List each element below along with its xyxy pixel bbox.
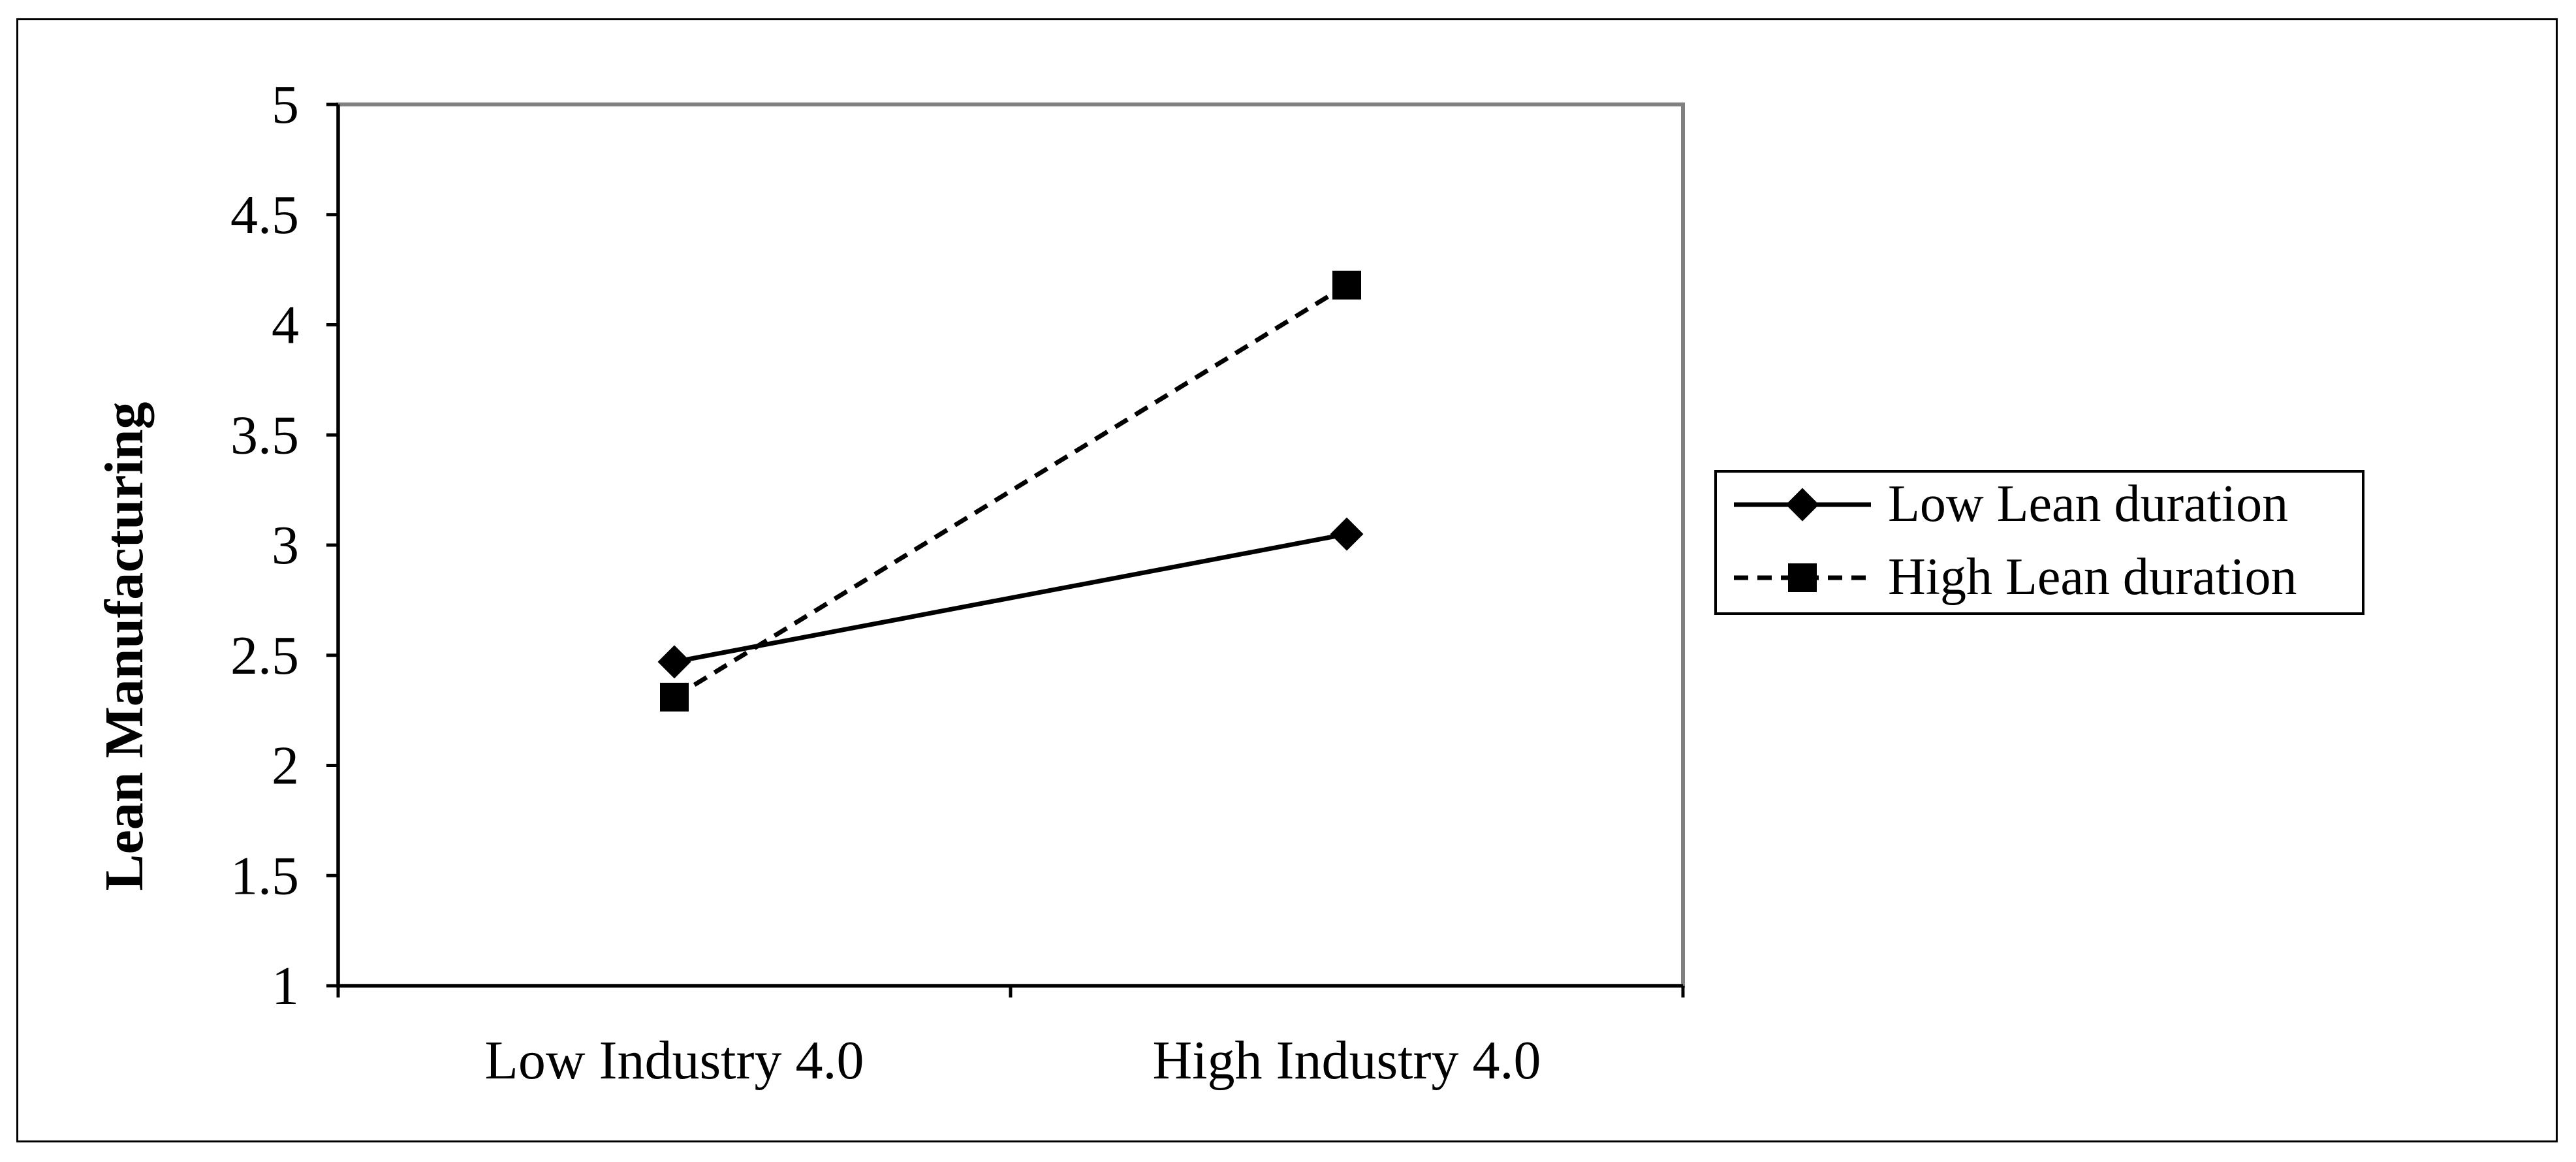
chart-frame	[16, 18, 2558, 1142]
y-tick-label: 1	[272, 956, 299, 1016]
data-point-square	[1332, 270, 1361, 300]
y-axis-title: Lean Manufacturing	[94, 401, 155, 890]
legend-square-marker	[1788, 563, 1817, 592]
legend-box	[1714, 470, 2364, 615]
data-point-diamond	[1330, 517, 1364, 551]
legend-item-high-lean: High Lean duration	[1734, 548, 2297, 606]
y-tick-label: 1.5	[230, 845, 299, 906]
y-tick-label: 3.5	[230, 405, 299, 465]
plot-area	[336, 102, 1685, 988]
series-line-low-lean-duration	[674, 531, 1347, 665]
data-point-diamond	[657, 645, 691, 679]
x-ticks: Low Industry 4.0 High Industry 4.0	[336, 986, 1685, 1091]
y-tick-label: 3	[272, 515, 299, 576]
series-layer	[657, 270, 1364, 712]
x-tick-label: Low Industry 4.0	[485, 1030, 864, 1091]
y-tick-label: 2	[272, 736, 299, 796]
y-tick-label: 5	[272, 74, 299, 135]
series-line-high-lean-duration	[673, 283, 1348, 699]
data-point-square	[660, 682, 689, 712]
x-tick-label: High Industry 4.0	[1153, 1030, 1541, 1091]
y-tick-label: 2.5	[230, 625, 299, 686]
legend: Low Lean duration High Lean duration	[1714, 470, 2364, 615]
legend-label-high-lean: High Lean duration	[1888, 548, 2297, 606]
y-ticks: 1 1.5 2 2.5 3 3.5 4 4.5 5	[230, 74, 338, 1016]
legend-label-low-lean: Low Lean duration	[1888, 475, 2288, 533]
y-tick-label: 4	[272, 295, 299, 356]
y-tick-label: 4.5	[230, 185, 299, 245]
